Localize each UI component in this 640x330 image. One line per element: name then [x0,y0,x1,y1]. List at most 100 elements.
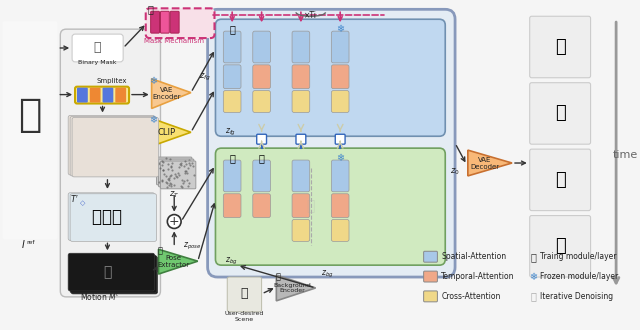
Point [184,160,195,166]
Point [163,162,173,167]
Point [165,182,175,187]
FancyBboxPatch shape [257,134,266,144]
FancyBboxPatch shape [70,194,157,241]
FancyBboxPatch shape [223,194,241,217]
Point [184,158,194,163]
Text: VAE
Encoder: VAE Encoder [152,87,180,100]
Text: 🧍: 🧍 [555,237,566,255]
FancyBboxPatch shape [223,91,241,113]
Point [154,166,164,171]
Text: Motion $M^t$: Motion $M^t$ [79,291,120,303]
Point [169,175,179,180]
Point [154,180,164,185]
Point [163,161,173,167]
Point [181,175,191,180]
Polygon shape [152,118,191,146]
Text: ❄: ❄ [150,76,157,86]
Text: $z_{fg}$: $z_{fg}$ [198,72,211,83]
Text: Mask Mechanism: Mask Mechanism [144,38,204,44]
Text: +: + [169,215,180,228]
Point [152,162,163,167]
FancyBboxPatch shape [227,277,262,312]
Point [161,180,172,185]
Text: ×Ti: ×Ti [304,11,317,20]
Point [166,167,177,173]
FancyBboxPatch shape [207,9,455,277]
Text: $z_{pose}$: $z_{pose}$ [182,241,201,252]
Point [180,168,190,173]
Point [180,171,190,176]
Point [157,163,167,168]
Point [163,177,173,182]
Point [158,159,168,165]
FancyBboxPatch shape [216,148,445,265]
Point [158,168,168,173]
FancyBboxPatch shape [159,159,194,187]
Text: 🧍: 🧍 [555,104,566,122]
Text: 🔥: 🔥 [148,4,154,14]
Text: 🔥: 🔥 [229,153,235,163]
FancyBboxPatch shape [72,117,159,177]
Point [182,171,192,176]
FancyBboxPatch shape [146,8,214,38]
Text: VAE
Decoder: VAE Decoder [470,156,499,170]
Point [182,177,192,182]
FancyBboxPatch shape [68,253,155,291]
FancyBboxPatch shape [332,91,349,113]
Text: Frozen module/layer: Frozen module/layer [540,272,618,281]
FancyBboxPatch shape [292,91,310,113]
Point [164,169,174,175]
Point [159,171,170,176]
FancyBboxPatch shape [253,194,271,217]
Text: Binary Mask: Binary Mask [78,60,117,65]
Point [166,163,177,169]
Text: Iterative Denoising: Iterative Denoising [540,292,612,301]
FancyBboxPatch shape [253,65,271,89]
Point [177,184,187,189]
FancyBboxPatch shape [253,91,271,113]
Point [163,183,173,188]
Point [177,177,187,182]
FancyBboxPatch shape [292,219,310,241]
FancyBboxPatch shape [70,116,157,176]
Point [163,159,173,164]
Point [176,161,186,166]
Point [164,174,175,179]
Text: ◇: ◇ [80,200,86,206]
Text: User-desired
Scene: User-desired Scene [224,311,264,322]
Point [156,168,166,173]
Point [169,169,179,174]
Polygon shape [276,275,316,301]
FancyBboxPatch shape [223,31,241,63]
Polygon shape [159,249,198,274]
Text: $I$: $I$ [20,238,26,250]
Point [173,170,183,176]
Text: $z_{bg}$: $z_{bg}$ [321,269,333,280]
FancyBboxPatch shape [71,256,157,294]
Text: $z_T$: $z_T$ [169,189,179,200]
Text: Pose
Extractor: Pose Extractor [157,255,189,268]
Point [164,177,174,182]
Point [170,174,180,180]
Point [162,172,172,177]
Point [179,178,189,183]
Point [166,172,177,177]
Text: 🚶: 🚶 [103,265,111,279]
Point [180,161,191,166]
Text: ❄: ❄ [336,153,344,163]
Point [175,162,186,167]
Text: 🧍: 🧍 [240,287,248,300]
FancyBboxPatch shape [335,134,345,144]
FancyBboxPatch shape [332,31,349,63]
Point [184,173,195,178]
FancyBboxPatch shape [332,160,349,192]
FancyBboxPatch shape [161,11,170,33]
FancyBboxPatch shape [68,115,155,175]
Text: time: time [612,150,637,160]
Point [170,171,180,177]
Polygon shape [152,79,191,109]
FancyBboxPatch shape [72,34,123,62]
Polygon shape [468,150,512,176]
FancyBboxPatch shape [157,157,192,185]
Point [163,166,173,171]
